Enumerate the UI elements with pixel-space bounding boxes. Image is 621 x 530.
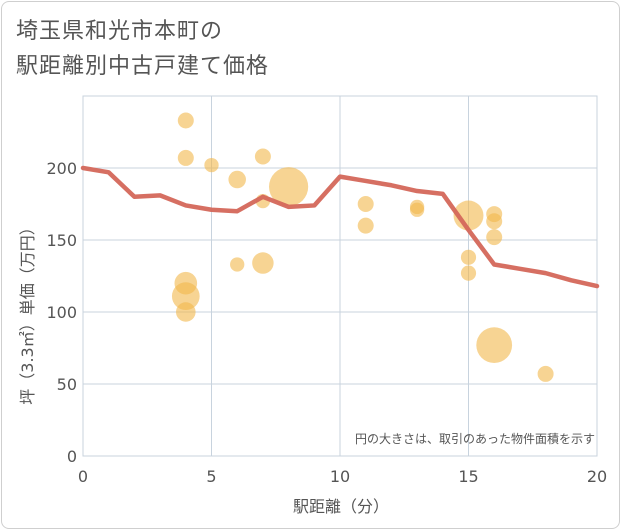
x-tick-label: 0 [78, 467, 88, 486]
y-tick-label: 0 [67, 447, 77, 466]
x-tick-label: 10 [330, 467, 350, 486]
data-bubble [537, 365, 554, 382]
grid-layer [82, 95, 598, 457]
x-tick-label: 20 [587, 467, 607, 486]
bubble-layer [171, 112, 554, 382]
line-layer [80, 165, 600, 289]
data-bubble [460, 249, 477, 265]
bubble-size-note: 円の大きさは、取引のあった物件面積を示す [355, 431, 595, 446]
data-bubble [357, 196, 374, 212]
y-tick-label: 150 [46, 231, 77, 250]
data-bubble [476, 327, 513, 364]
data-bubble [228, 170, 246, 189]
data-bubble [230, 257, 245, 272]
data-bubble [252, 252, 274, 274]
y-tick-label: 100 [46, 303, 77, 322]
x-tick-label: 5 [206, 467, 216, 486]
data-bubble [254, 148, 271, 165]
y-axis-label: 坪（3.3㎡）単価（万円） [18, 219, 37, 404]
data-bubble [176, 302, 196, 322]
average-price-line [80, 165, 600, 289]
chart-title: 埼玉県和光市本町の 駅距離別中古戸建て価格 [16, 19, 270, 79]
y-tick-label: 200 [46, 159, 77, 178]
x-axis-label: 駅距離（分） [293, 497, 389, 516]
data-bubble [269, 167, 309, 207]
data-bubble [460, 265, 477, 281]
x-tick-label: 15 [458, 467, 478, 486]
data-bubble [204, 157, 219, 173]
data-bubble [177, 112, 194, 129]
y-tick-label: 50 [57, 375, 77, 394]
data-bubble [486, 213, 503, 230]
data-bubble [177, 149, 194, 166]
data-bubble [357, 217, 374, 234]
data-bubble [171, 282, 200, 311]
data-bubble [486, 229, 503, 246]
data-bubble [409, 202, 425, 217]
